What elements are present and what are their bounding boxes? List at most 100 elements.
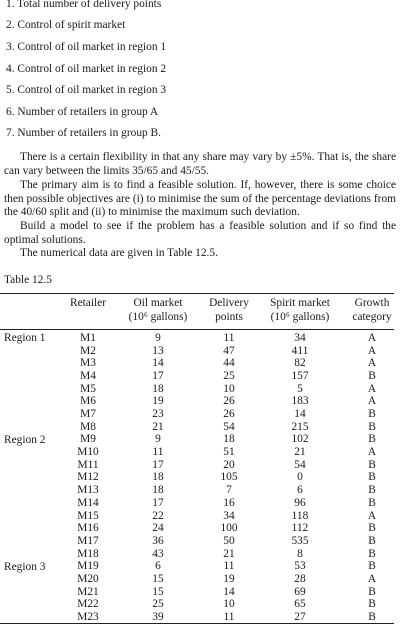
oil-market-cell: 18 [152,382,164,395]
oil-market-cell: 14 [152,357,164,370]
growth-category-cell: A [367,344,377,357]
oil-market-cell: 15 [152,585,164,598]
delivery-points-cell: 21 [223,547,235,560]
delivery-points-cell: 11 [223,332,235,344]
retailer-cell: M12 [77,471,99,484]
retailer-cell: M1 [80,332,96,344]
retailer-cell: M20 [77,572,99,585]
spirit-market-cell: 118 [291,509,309,522]
oil-market-cell: 21 [152,420,164,433]
growth-category-cell: B [368,370,376,383]
retailer-cell: M22 [77,598,99,611]
delivery-points-cell: 18 [223,433,235,446]
list-item-2: 2. Control of spirit market [6,19,126,31]
growth-category-cell: B [368,496,376,509]
spirit-market-cell: 34 [294,332,306,344]
table-bottom-rule [0,623,394,624]
oil-market-cell: 9 [155,433,161,446]
spirit-market-cell: 411 [291,344,309,357]
delivery-points-cell: 47 [223,344,235,357]
spirit-market-cell: 102 [291,433,309,446]
paragraph-build-model-text: Build a model to see if the problem has … [4,220,396,246]
delivery-points-cell: 54 [223,420,235,433]
spirit-market-cell: 5 [297,382,303,395]
growth-category-cell: B [368,471,376,484]
retailer-cell: M21 [77,585,99,598]
spirit-market-cell: 96 [294,496,306,509]
delivery-points-cell: 14 [223,585,235,598]
retailer-cell: M23 [77,610,99,623]
retailer-cell: M8 [80,420,96,433]
delivery-points-cell: 26 [223,395,235,408]
retailer-cell: M17 [77,534,99,547]
paragraph-aim-text: The primary aim is to find a feasible so… [4,179,396,219]
paragraph-aim: The primary aim is to find a feasible so… [4,179,396,220]
spirit-market-cell: 65 [294,598,306,611]
delivery-points-cell: 10 [223,598,235,611]
paragraph-flexibility: There is a certain flexibility in that a… [4,151,396,178]
paragraph-numerical-data: The numerical data are given in Table 12… [4,247,396,261]
oil-market-cell: 39 [152,610,164,623]
spirit-market-cell: 28 [294,572,306,585]
spirit-market-cell: 215 [291,420,309,433]
oil-market-cell: 24 [152,522,164,535]
retailer-cell: M15 [77,509,99,522]
list-item-6: 6. Number of retailers in group A [6,106,159,118]
table-caption: Table 12.5 [4,274,52,286]
growth-category-cell: B [368,547,376,560]
growth-category-cell: A [367,446,377,459]
oil-market-cell: 19 [152,395,164,408]
oil-market-cell: 23 [152,408,164,421]
retailer-cell: M6 [80,395,96,408]
growth-category-cell: B [368,484,376,497]
delivery-points-cell: 11 [223,560,235,573]
oil-market-cell: 18 [152,484,164,497]
spirit-market-cell: 157 [291,370,309,383]
growth-category-cell: B [368,585,376,598]
retailer-cell: M11 [77,458,99,471]
retailer-cell: M9 [80,433,96,446]
spirit-market-cell: 21 [294,446,306,459]
oil-market-cell: 17 [152,458,164,471]
oil-market-cell: 43 [152,547,164,560]
spirit-market-cell: 0 [297,471,303,484]
retailer-cell: M10 [77,446,99,459]
retailer-cell: M7 [80,408,96,421]
growth-category-cell: B [368,534,376,547]
growth-category-cell: A [367,395,377,408]
retailer-cell: M14 [77,496,99,509]
spirit-market-cell: 112 [291,522,309,535]
region-label-1: Region 1 [4,332,46,344]
oil-market-cell: 17 [152,370,164,383]
spirit-market-cell: 14 [294,408,306,421]
delivery-points-cell: 105 [220,471,238,484]
header-oil-market-line1: Oil market [133,297,183,309]
header-spirit-market-line1: Spirit market [270,297,330,309]
paragraph-flexibility-text: There is a certain flexibility in that a… [4,151,396,177]
growth-category-cell: A [367,382,377,395]
paragraph-build-model: Build a model to see if the problem has … [4,220,396,247]
delivery-points-cell: 16 [223,496,235,509]
retailer-cell: M13 [77,484,99,497]
growth-category-cell: B [368,522,376,535]
oil-market-cell: 11 [152,446,164,459]
list-item-7: 7. Number of retailers in group B. [6,127,162,139]
delivery-points-cell: 51 [223,446,235,459]
retailer-cell: M3 [80,357,96,370]
retailer-cell: M16 [77,522,99,535]
growth-category-cell: B [368,420,376,433]
spirit-market-cell: 54 [294,458,306,471]
delivery-points-cell: 10 [223,382,235,395]
header-spirit-market: Spirit market (10⁶ gallons) [262,297,338,324]
header-delivery-points-line2: points [215,310,243,323]
growth-category-cell: B [368,598,376,611]
spirit-market-cell: 27 [294,610,306,623]
oil-market-cell: 36 [152,534,164,547]
growth-category-cell: B [368,458,376,471]
oil-market-cell: 22 [152,509,164,522]
retailer-cell: M4 [80,370,96,383]
growth-category-cell: B [368,433,376,446]
growth-category-cell: A [367,572,377,585]
retailer-cell: M19 [77,560,99,573]
spirit-market-cell: 6 [297,484,303,497]
